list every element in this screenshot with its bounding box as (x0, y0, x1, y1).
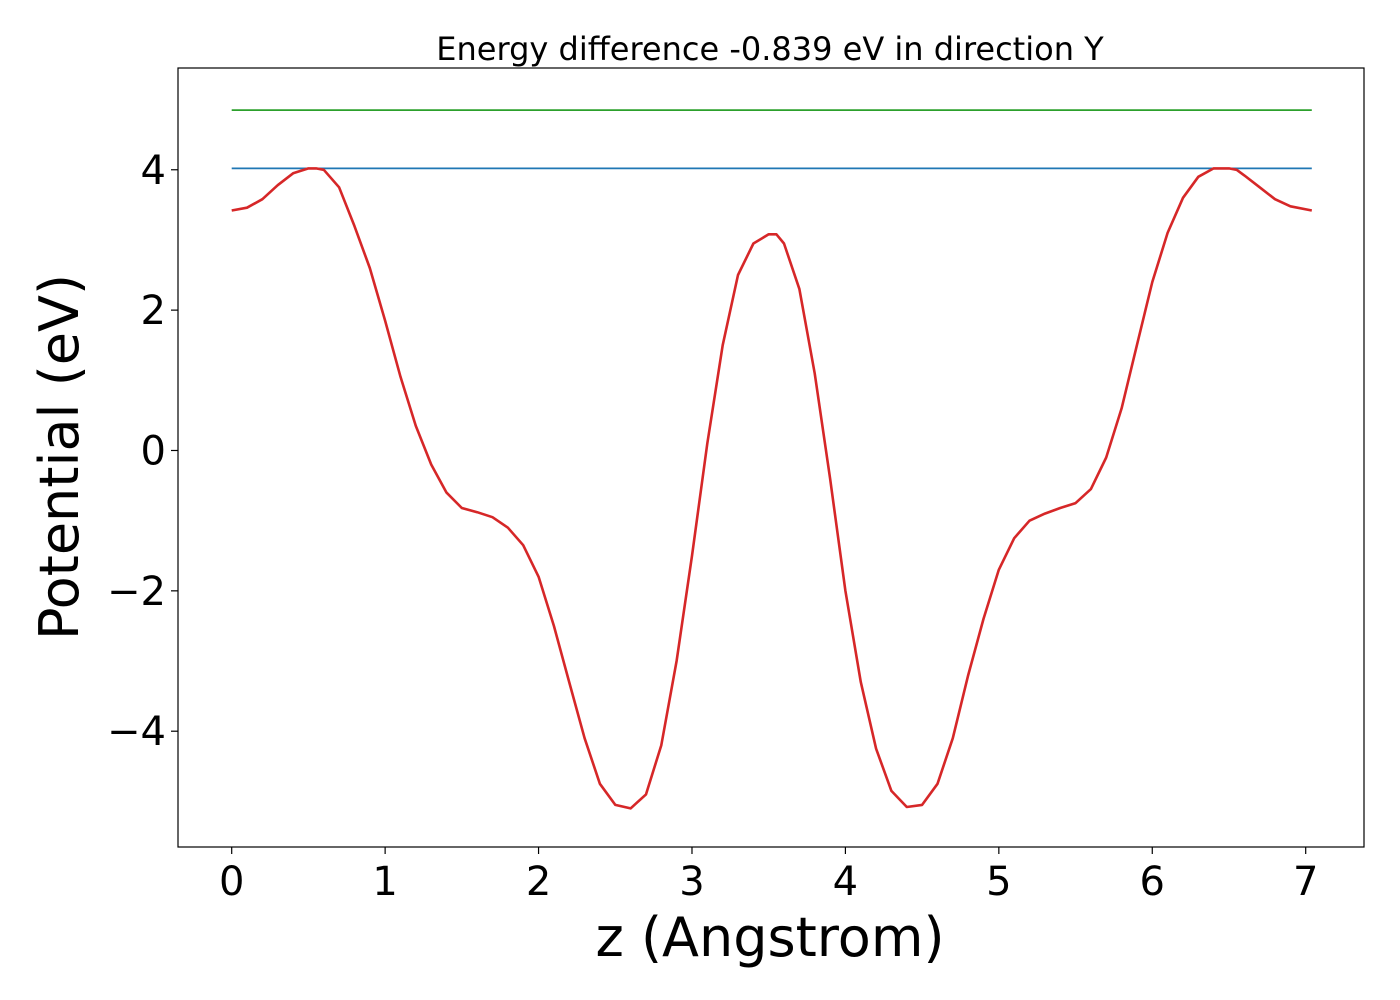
x-tick-label: 6 (1140, 859, 1165, 905)
chart-title: Energy difference -0.839 eV in direction… (436, 30, 1104, 68)
y-tick-label: −4 (107, 709, 166, 755)
y-tick-label: 0 (141, 428, 166, 474)
y-axis: 4 2 0 −2 −4 (107, 148, 178, 755)
y-tick-label: 2 (141, 288, 166, 334)
x-tick-label: 7 (1293, 859, 1318, 905)
x-axis: 0 1 2 3 4 5 6 7 (219, 847, 1318, 905)
x-tick-label: 1 (372, 859, 397, 905)
x-tick-label: 0 (219, 859, 244, 905)
y-axis-label: Potential (eV) (28, 274, 91, 640)
plot-frame (177, 67, 1365, 848)
x-tick-label: 4 (833, 859, 858, 905)
y-tick-label: 4 (141, 148, 166, 194)
x-tick-label: 5 (986, 859, 1011, 905)
x-tick-label: 3 (679, 859, 704, 905)
plot-series (231, 109, 1313, 810)
x-tick-label: 2 (526, 859, 551, 905)
x-axis-label: z (Angstrom) (595, 906, 944, 969)
series-line-3 (231, 167, 1313, 810)
y-tick-label: −2 (107, 569, 166, 615)
